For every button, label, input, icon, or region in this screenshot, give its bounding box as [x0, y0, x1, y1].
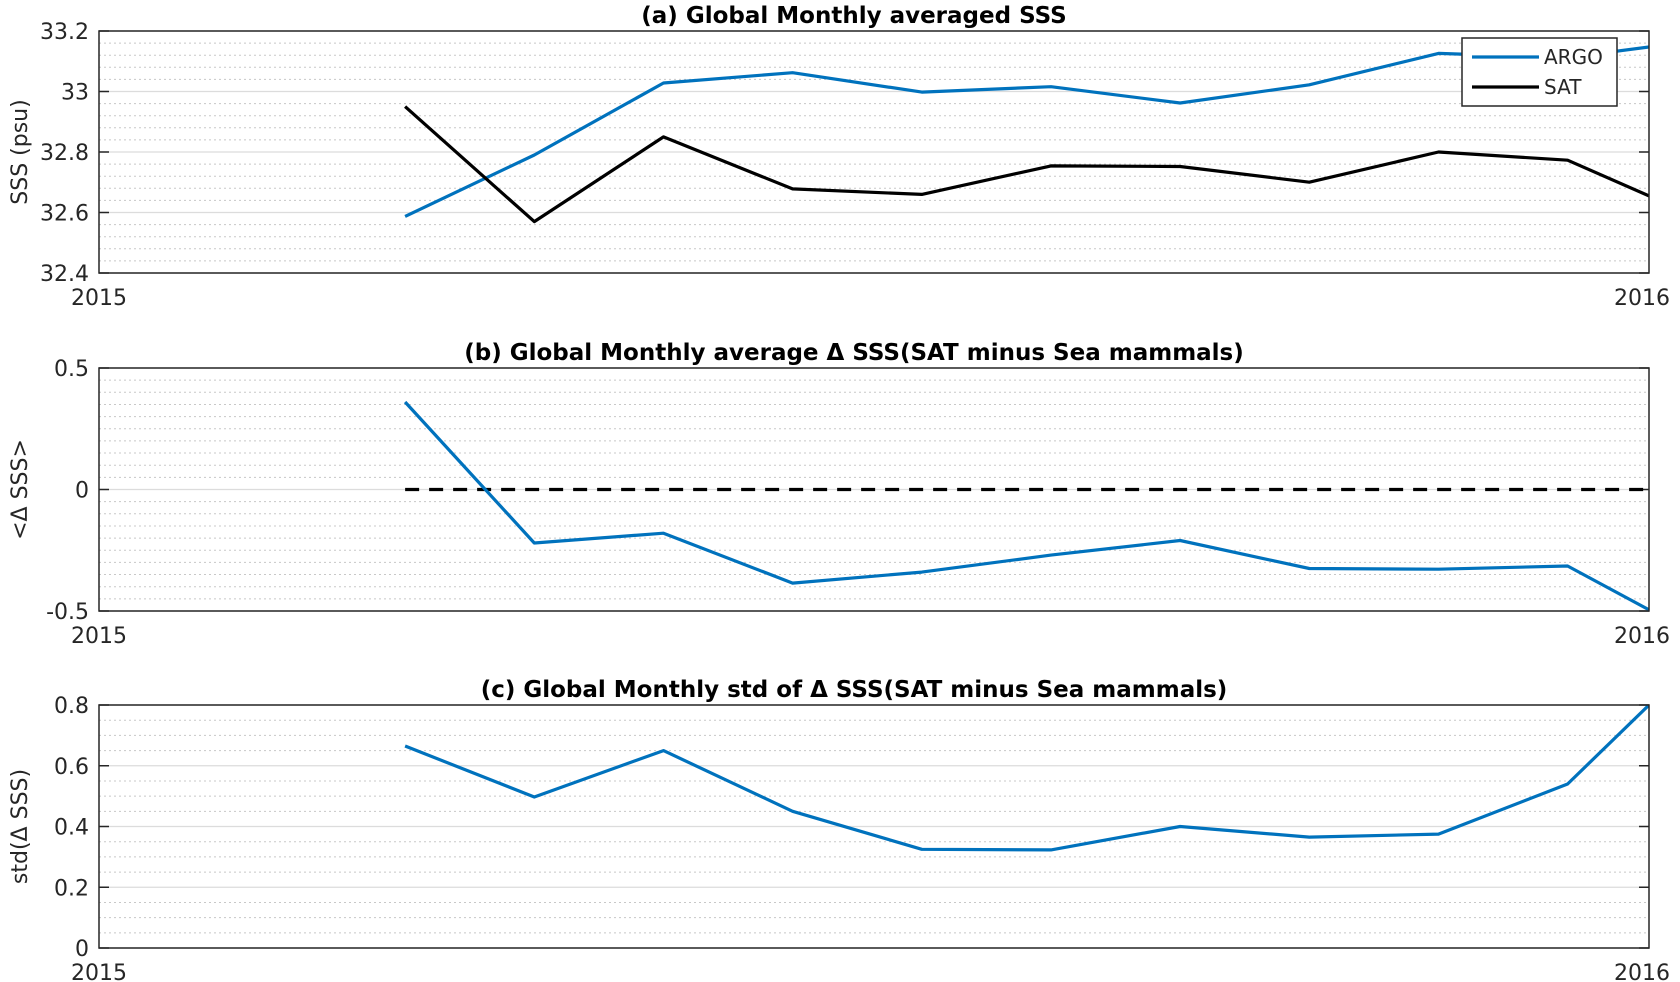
y-tick-label: 0.2	[54, 876, 89, 901]
series-line-sat	[404, 105, 1649, 224]
legend-box	[1461, 37, 1618, 107]
y-axis-label: <Δ SSS>	[8, 439, 33, 540]
axes-box	[98, 367, 1650, 612]
y-tick-label: 0	[75, 937, 89, 962]
x-tick-label: 2016	[1614, 961, 1670, 982]
chart-title: (b) Global Monthly average Δ SSS(SAT min…	[464, 340, 1244, 366]
y-tick-label: 0.5	[54, 357, 89, 382]
y-tick-label: 0.8	[54, 694, 89, 719]
axes-box	[98, 704, 1650, 949]
panel-a: 32.4 32.6 32.8 33 33.2 2015 2016 (a) Global Mon…	[8, 3, 1670, 311]
chart-title: (c) Global Monthly std of Δ SSS(SAT minu…	[481, 677, 1228, 703]
y-axis-label: std(Δ SSS)	[8, 769, 33, 884]
x-tick-label: 2016	[1614, 286, 1670, 311]
y-tick-label: 0.6	[54, 755, 89, 780]
series-line-delta-sss	[403, 400, 1649, 611]
x-tick-label: 2015	[71, 286, 127, 311]
x-tick-label: 2016	[1614, 624, 1670, 649]
series-line-delta-sss	[404, 705, 1649, 852]
panel-c: 0 0.2 0.4 0.6 0.8 2015 2016 (c) Global Monthly …	[8, 677, 1670, 982]
y-tick-label: 0	[75, 479, 89, 504]
y-tick-label: 32.8	[40, 141, 89, 166]
panel-b: -0.5 0 0.5 2015 2016 (b) Global Monthly avera…	[8, 340, 1670, 649]
legend-label: SAT	[1544, 75, 1582, 99]
x-tick-label: 2015	[71, 961, 127, 982]
y-tick-label: 0.4	[54, 816, 89, 841]
x-tick-label: 2015	[71, 624, 127, 649]
y-tick-label: 33	[61, 81, 89, 106]
y-tick-label: 33.2	[40, 20, 89, 45]
y-axis-label: SSS (psu)	[8, 99, 33, 204]
y-tick-label: 32.6	[40, 202, 89, 227]
legend-label: ARGO	[1544, 45, 1603, 69]
y-tick-label: 32.4	[40, 262, 89, 287]
axes-box	[98, 30, 1650, 274]
chart-title: (a) Global Monthly averaged SSS	[641, 3, 1066, 29]
legend: ARGO SAT	[1461, 37, 1618, 107]
y-tick-label: -0.5	[46, 600, 89, 625]
